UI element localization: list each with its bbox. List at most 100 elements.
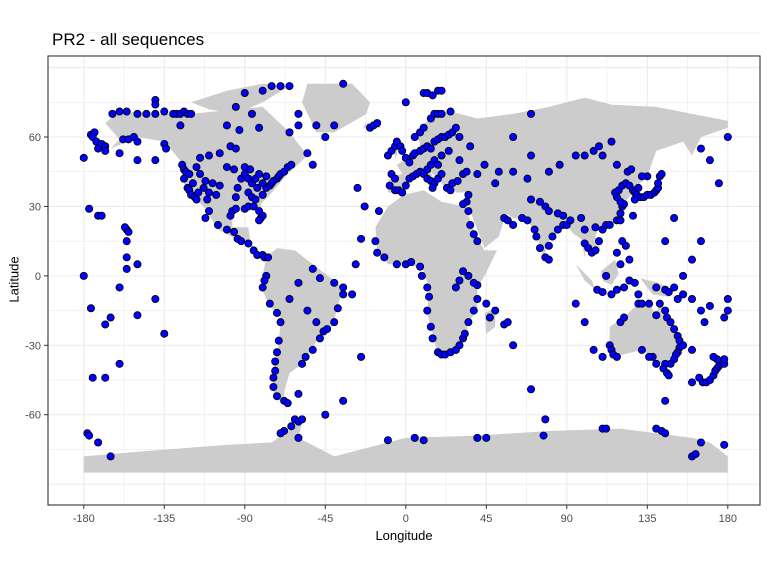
data-point — [85, 431, 94, 440]
data-point — [464, 190, 473, 199]
data-point — [616, 216, 625, 225]
data-point — [602, 271, 611, 280]
data-point — [303, 149, 312, 158]
data-point — [323, 325, 332, 334]
data-point — [482, 299, 491, 308]
data-point — [437, 151, 446, 160]
data-point — [285, 82, 294, 91]
data-point — [308, 264, 317, 273]
data-point — [473, 433, 482, 442]
data-point — [298, 415, 307, 424]
data-point — [303, 306, 312, 315]
data-point — [294, 278, 303, 287]
data-point — [655, 299, 664, 308]
land-mass — [575, 264, 596, 290]
data-point — [577, 214, 586, 223]
data-point — [423, 283, 432, 292]
data-point — [247, 109, 256, 118]
data-point — [101, 373, 110, 382]
data-point — [287, 160, 296, 169]
data-point — [503, 216, 512, 225]
data-point — [312, 318, 321, 327]
data-point — [272, 392, 281, 401]
data-point — [473, 295, 482, 304]
data-point — [348, 290, 357, 299]
data-point — [714, 179, 723, 188]
data-point — [272, 308, 281, 317]
data-point — [482, 433, 491, 442]
data-point — [115, 107, 124, 116]
data-point — [553, 225, 562, 234]
data-point — [240, 89, 249, 98]
land-mass — [387, 97, 728, 258]
data-point — [88, 373, 97, 382]
data-point — [192, 163, 201, 172]
data-point — [179, 174, 188, 183]
data-point — [383, 436, 392, 445]
data-point — [188, 179, 197, 188]
data-point — [133, 260, 142, 269]
data-point — [160, 107, 169, 116]
data-point — [351, 260, 360, 269]
data-point — [222, 163, 231, 172]
data-point — [709, 352, 718, 361]
y-tick-label: -30 — [25, 340, 41, 352]
data-point — [670, 214, 679, 223]
data-point — [428, 334, 437, 343]
data-point — [151, 295, 160, 304]
data-point — [654, 179, 663, 188]
data-point — [657, 170, 666, 179]
data-point — [283, 399, 292, 408]
data-point — [485, 313, 494, 322]
data-point — [255, 123, 264, 132]
data-point — [620, 283, 629, 292]
data-point — [555, 160, 564, 169]
data-point — [371, 237, 380, 246]
data-point — [594, 142, 603, 151]
data-point — [535, 244, 544, 253]
data-point — [679, 341, 688, 350]
data-point — [580, 225, 589, 234]
data-point — [428, 183, 437, 192]
data-point — [201, 176, 210, 185]
data-point — [133, 137, 142, 146]
data-point — [298, 359, 307, 368]
data-point — [723, 133, 732, 142]
data-point — [269, 382, 278, 391]
data-point — [212, 190, 221, 199]
data-point — [380, 253, 389, 262]
data-point — [670, 283, 679, 292]
data-point — [294, 121, 303, 130]
data-point — [398, 146, 407, 155]
data-point — [464, 271, 473, 280]
data-point — [294, 389, 303, 398]
data-point — [469, 230, 478, 239]
data-point — [269, 373, 278, 382]
data-point — [634, 183, 643, 192]
data-point — [237, 237, 246, 246]
data-point — [122, 253, 131, 262]
data-point — [264, 253, 273, 262]
data-point — [523, 216, 532, 225]
data-point — [151, 109, 160, 118]
data-point — [541, 415, 550, 424]
data-point — [652, 283, 661, 292]
data-point — [271, 366, 280, 375]
data-point — [176, 121, 185, 130]
data-point — [509, 220, 518, 229]
data-point — [637, 299, 646, 308]
data-point — [544, 167, 553, 176]
data-point — [616, 209, 625, 218]
data-point — [231, 102, 240, 111]
data-point — [294, 109, 303, 118]
data-point — [230, 227, 239, 236]
data-point — [122, 107, 131, 116]
data-point — [455, 133, 464, 142]
data-point — [231, 144, 240, 153]
data-point — [469, 278, 478, 287]
data-point — [276, 82, 285, 91]
data-point — [544, 207, 553, 216]
data-point — [630, 195, 639, 204]
data-point — [385, 181, 394, 190]
data-point — [437, 86, 446, 95]
